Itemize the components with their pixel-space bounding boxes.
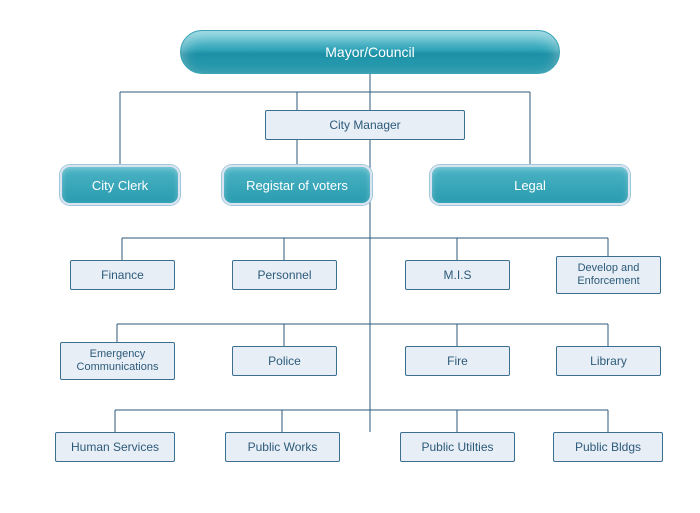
node-label: Library [590,354,627,368]
node-label: Finance [101,268,144,282]
node-develop: Develop and Enforcement [556,256,661,294]
node-label: Personnel [257,268,311,282]
node-label: Police [268,354,301,368]
node-city-manager: City Manager [265,110,465,140]
node-police: Police [232,346,337,376]
node-label: Registar of voters [246,178,348,193]
node-label: M.I.S [443,268,471,282]
node-label: Mayor/Council [325,44,414,60]
node-label: Emergency Communications [65,348,170,374]
node-public-utilities: Public Utilties [400,432,515,462]
node-label: City Clerk [92,178,148,193]
node-mis: M.I.S [405,260,510,290]
node-personnel: Personnel [232,260,337,290]
node-label: Legal [514,178,546,193]
node-library: Library [556,346,661,376]
node-label: Develop and Enforcement [561,262,656,288]
node-label: City Manager [329,118,400,132]
node-label: Human Services [71,440,159,454]
node-label: Public Utilties [421,440,493,454]
node-fire: Fire [405,346,510,376]
node-label: Fire [447,354,468,368]
node-public-works: Public Works [225,432,340,462]
node-mayor-council: Mayor/Council [180,30,560,74]
node-label: Public Works [248,440,318,454]
node-legal: Legal [430,165,630,205]
node-emergency: Emergency Communications [60,342,175,380]
node-city-clerk: City Clerk [60,165,180,205]
node-human-services: Human Services [55,432,175,462]
node-finance: Finance [70,260,175,290]
node-registar: Registar of voters [222,165,372,205]
node-label: Public Bldgs [575,440,641,454]
node-public-bldgs: Public Bldgs [553,432,663,462]
